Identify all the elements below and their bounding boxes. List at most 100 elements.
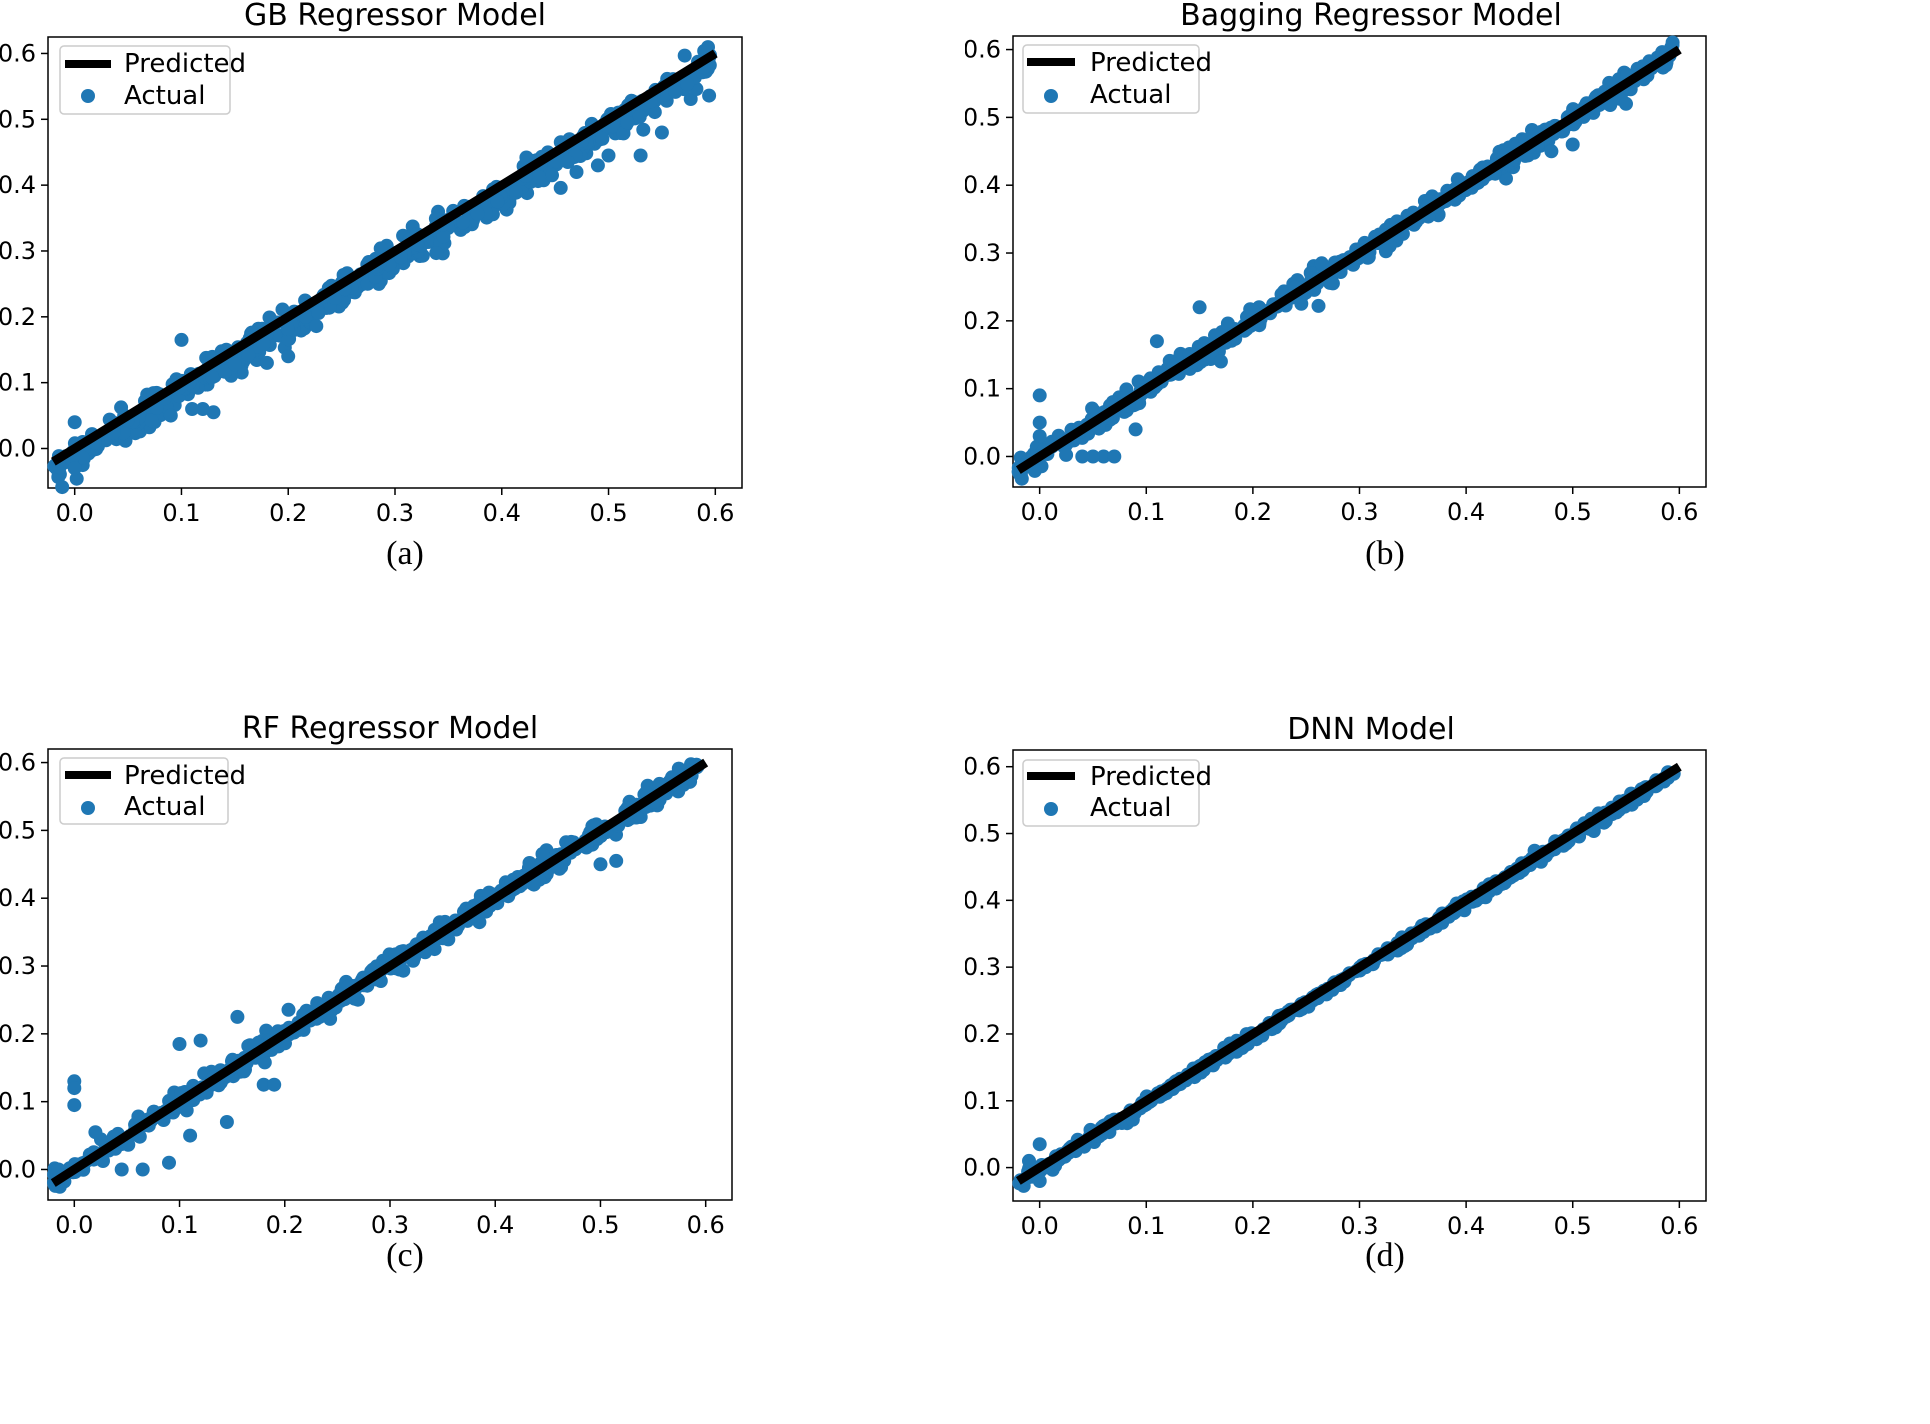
legend: Predicted Actual xyxy=(59,45,246,115)
legend: Predicted Actual xyxy=(59,757,246,825)
actual-point xyxy=(193,1033,208,1048)
actual-point xyxy=(67,1081,82,1096)
x-tick-label: 0.1 xyxy=(160,1211,198,1239)
actual-point xyxy=(1499,171,1513,186)
actual-point xyxy=(1565,137,1580,152)
actual-point xyxy=(241,348,256,362)
legend-predicted-label: Predicted xyxy=(124,761,246,791)
actual-point xyxy=(1032,1174,1047,1188)
chart-title: Bagging Regressor Model xyxy=(1180,0,1562,33)
y-tick-label: 0.4 xyxy=(0,171,36,199)
x-tick-label: 0.0 xyxy=(1021,1212,1059,1240)
actual-point xyxy=(230,1009,245,1024)
actual-point xyxy=(281,1002,296,1017)
actual-point xyxy=(1032,1137,1047,1152)
actual-point xyxy=(470,206,485,221)
x-tick-label: 0.1 xyxy=(1127,1212,1165,1240)
predicted-line xyxy=(50,49,718,466)
y-tick-label: 0.4 xyxy=(965,171,1001,199)
actual-point xyxy=(509,185,523,200)
legend-actual-label: Actual xyxy=(1090,793,1171,823)
chart-rf-regressor: 0.0 0.1 0.2 0.3 0.4 0.5 0.6 0.0 0.1 0.2 0.3 0.4 0.5… xyxy=(0,712,733,1274)
actual-point xyxy=(174,332,189,347)
caption: (c) xyxy=(386,1237,424,1274)
legend-predicted-label: Predicted xyxy=(1090,762,1212,792)
actual-point xyxy=(647,105,662,120)
x-tick-label: 0.6 xyxy=(1660,498,1698,526)
y-tick-label: 0.6 xyxy=(965,36,1001,64)
x-tick-label: 0.3 xyxy=(1340,1212,1378,1240)
actual-point xyxy=(256,336,271,351)
actual-point xyxy=(1378,244,1393,259)
actual-point xyxy=(1619,96,1633,111)
y-tick-label: 0.3 xyxy=(0,237,36,265)
y-tick-label: 0.3 xyxy=(965,239,1001,267)
actual-point xyxy=(69,471,84,486)
predicted-line xyxy=(50,758,709,1187)
actual-point xyxy=(179,1103,194,1118)
y-tick-label: 0.4 xyxy=(965,886,1001,914)
actual-point xyxy=(456,215,471,230)
actual-point xyxy=(281,349,296,364)
y-tick-label: 0.0 xyxy=(0,1155,36,1183)
x-tick-label: 0.4 xyxy=(1447,498,1485,526)
actual-point xyxy=(1128,422,1143,437)
actual-point xyxy=(183,1128,198,1143)
actual-point xyxy=(163,408,178,423)
x-tick-label: 0.6 xyxy=(1660,1212,1698,1240)
actual-point xyxy=(259,355,274,370)
actual-point xyxy=(1086,449,1100,464)
actual-point xyxy=(227,357,242,372)
actual-point xyxy=(490,194,505,209)
legend-actual-label: Actual xyxy=(124,81,205,111)
x-tick-label: 0.4 xyxy=(483,499,521,527)
y-tick-label: 0.5 xyxy=(0,105,36,133)
chart-title: GB Regressor Model xyxy=(244,0,546,33)
y-tick-label: 0.6 xyxy=(0,749,36,777)
actual-point xyxy=(373,241,388,256)
actual-point xyxy=(280,322,295,337)
actual-point xyxy=(632,109,647,124)
x-tick-label: 0.6 xyxy=(696,499,734,527)
x-tick-label: 0.1 xyxy=(1127,498,1165,526)
chart-gb-regressor: 0.0 0.1 0.2 0.3 0.4 0.5 0.6 0.0 0.1 0.2 0.3 0.4 0.5… xyxy=(0,0,743,572)
x-tick-label: 0.3 xyxy=(371,1211,409,1239)
actual-point xyxy=(429,246,444,261)
actual-point xyxy=(636,122,651,137)
actual-point xyxy=(67,415,82,430)
x-tick-label: 0.3 xyxy=(1340,498,1378,526)
caption: (b) xyxy=(1365,535,1405,572)
actual-point xyxy=(128,426,143,441)
y-tick-label: 0.0 xyxy=(0,434,36,462)
actual-point xyxy=(1665,35,1680,50)
actual-point xyxy=(1032,429,1047,444)
y-tick-label: 0.2 xyxy=(0,303,36,331)
y-tick-label: 0.1 xyxy=(965,1087,1001,1115)
actual-point xyxy=(267,1077,282,1092)
actual-point xyxy=(206,405,221,420)
chart-title: DNN Model xyxy=(1287,712,1455,747)
actual-point xyxy=(436,229,451,244)
x-tick-label: 0.2 xyxy=(1234,498,1272,526)
actual-point xyxy=(135,1162,150,1177)
actual-point xyxy=(526,877,541,892)
actual-point xyxy=(569,165,584,179)
x-tick-label: 0.2 xyxy=(269,499,307,527)
actual-point xyxy=(654,125,669,140)
x-tick-label: 0.3 xyxy=(376,499,414,527)
actual-point xyxy=(620,115,635,130)
actual-point xyxy=(1603,98,1618,112)
actual-point xyxy=(1220,316,1235,331)
chart-title: RF Regressor Model xyxy=(242,712,538,746)
actual-point xyxy=(1311,298,1326,313)
actual-point xyxy=(219,1115,234,1129)
panel-a: 0.0 0.1 0.2 0.3 0.4 0.5 0.6 0.0 0.1 0.2 0.3 0.4 0.5… xyxy=(0,0,965,712)
y-tick-label: 0.5 xyxy=(965,103,1001,131)
actual-point xyxy=(114,1162,129,1177)
y-tick-label: 0.2 xyxy=(965,307,1001,335)
chart-dnn: 0.0 0.1 0.2 0.3 0.4 0.5 0.6 0.0 0.1 0.2 0.3 0.4 0.5… xyxy=(965,712,1707,1274)
legend: Predicted Actual xyxy=(1022,44,1212,114)
actual-point xyxy=(1107,449,1122,464)
x-tick-label: 0.1 xyxy=(162,499,200,527)
y-tick-label: 0.5 xyxy=(965,820,1001,848)
